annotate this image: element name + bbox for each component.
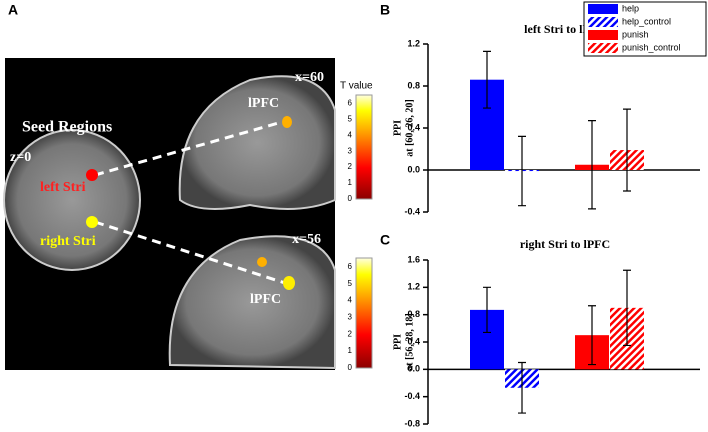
error-bar	[588, 120, 596, 210]
colorbar-tick-label: 0	[348, 363, 353, 372]
chart-title: right Stri to lPFC	[520, 237, 610, 251]
activation	[257, 257, 267, 267]
error-bar	[623, 108, 631, 192]
slice-label: x=60	[295, 70, 324, 85]
colorbar-tick-label: 5	[348, 279, 353, 288]
y-sublabel: at [60, 26, 20]	[404, 99, 415, 157]
legend-label: help	[622, 3, 639, 13]
colorbar-tick-label: 6	[348, 262, 353, 271]
colorbar-tick-label: 4	[348, 130, 353, 139]
error-bar	[483, 50, 491, 109]
legend-swatch	[588, 4, 618, 14]
y-sublabel: at [56, 28, 18]	[404, 313, 415, 371]
y-tick-label: 1.2	[407, 38, 420, 48]
legend-swatch	[588, 43, 618, 53]
colorbar-tick-label: 4	[348, 296, 353, 305]
axial-brain	[3, 129, 141, 271]
y-tick-label: -0.8	[404, 418, 420, 428]
legend-swatch	[588, 30, 618, 40]
seed-title: Seed Regions	[22, 119, 112, 136]
slice-label: x=56	[292, 232, 321, 247]
sagittal-brain	[178, 75, 336, 210]
y-tick-label: -0.4	[404, 391, 420, 401]
y-label: PPI	[392, 120, 403, 136]
y-tick-label: -0.4	[404, 206, 420, 216]
colorbar-tick-label: 2	[348, 329, 353, 338]
colorbar	[355, 257, 373, 369]
colorbar-tick-label: 2	[348, 162, 353, 171]
error-bar	[483, 286, 491, 334]
y-tick-label: 0.4	[407, 122, 420, 132]
slice-label: z=0	[10, 150, 31, 165]
legend-label: punish_control	[622, 42, 681, 52]
y-tick-label: 1.6	[407, 254, 420, 264]
target-label: lPFC	[250, 292, 281, 307]
activation	[283, 276, 295, 290]
panel-label: A	[8, 2, 18, 18]
y-label: PPI	[392, 334, 403, 350]
colorbar-tick-label: 6	[348, 98, 353, 107]
seed	[86, 216, 98, 228]
colorbar	[355, 94, 373, 200]
y-tick-label: 0.0	[407, 364, 420, 374]
colorbar-tick-label: 1	[348, 178, 353, 187]
y-tick-label: 0.8	[407, 80, 420, 90]
error-bar	[623, 269, 631, 347]
legend-label: punish	[622, 29, 649, 39]
connection	[94, 220, 286, 285]
panel-label: C	[380, 232, 390, 248]
y-tick-label: 0.4	[407, 336, 420, 346]
seed	[86, 169, 98, 181]
error-bar	[518, 135, 526, 207]
colorbar-tick-label: 3	[348, 313, 353, 322]
colorbar-tick-label: 1	[348, 346, 353, 355]
error-bar	[588, 305, 596, 366]
activation	[282, 116, 292, 128]
panel-label: B	[380, 2, 390, 18]
target-label: lPFC	[248, 96, 279, 111]
seed-label: left Stri	[40, 180, 86, 195]
error-bar	[518, 361, 526, 414]
colorbar-title: T value	[340, 81, 373, 92]
y-tick-label: 0.0	[407, 164, 420, 174]
y-tick-label: 0.8	[407, 309, 420, 319]
sagittal-brain	[168, 235, 336, 370]
colorbar-tick-label: 3	[348, 146, 353, 155]
seed-label: right Stri	[40, 234, 96, 249]
y-tick-label: 1.2	[407, 282, 420, 292]
connection	[94, 120, 283, 177]
colorbar-tick-label: 5	[348, 114, 353, 123]
legend-label: help_control	[622, 16, 671, 26]
legend-swatch	[588, 17, 618, 27]
colorbar-tick-label: 0	[348, 194, 353, 203]
